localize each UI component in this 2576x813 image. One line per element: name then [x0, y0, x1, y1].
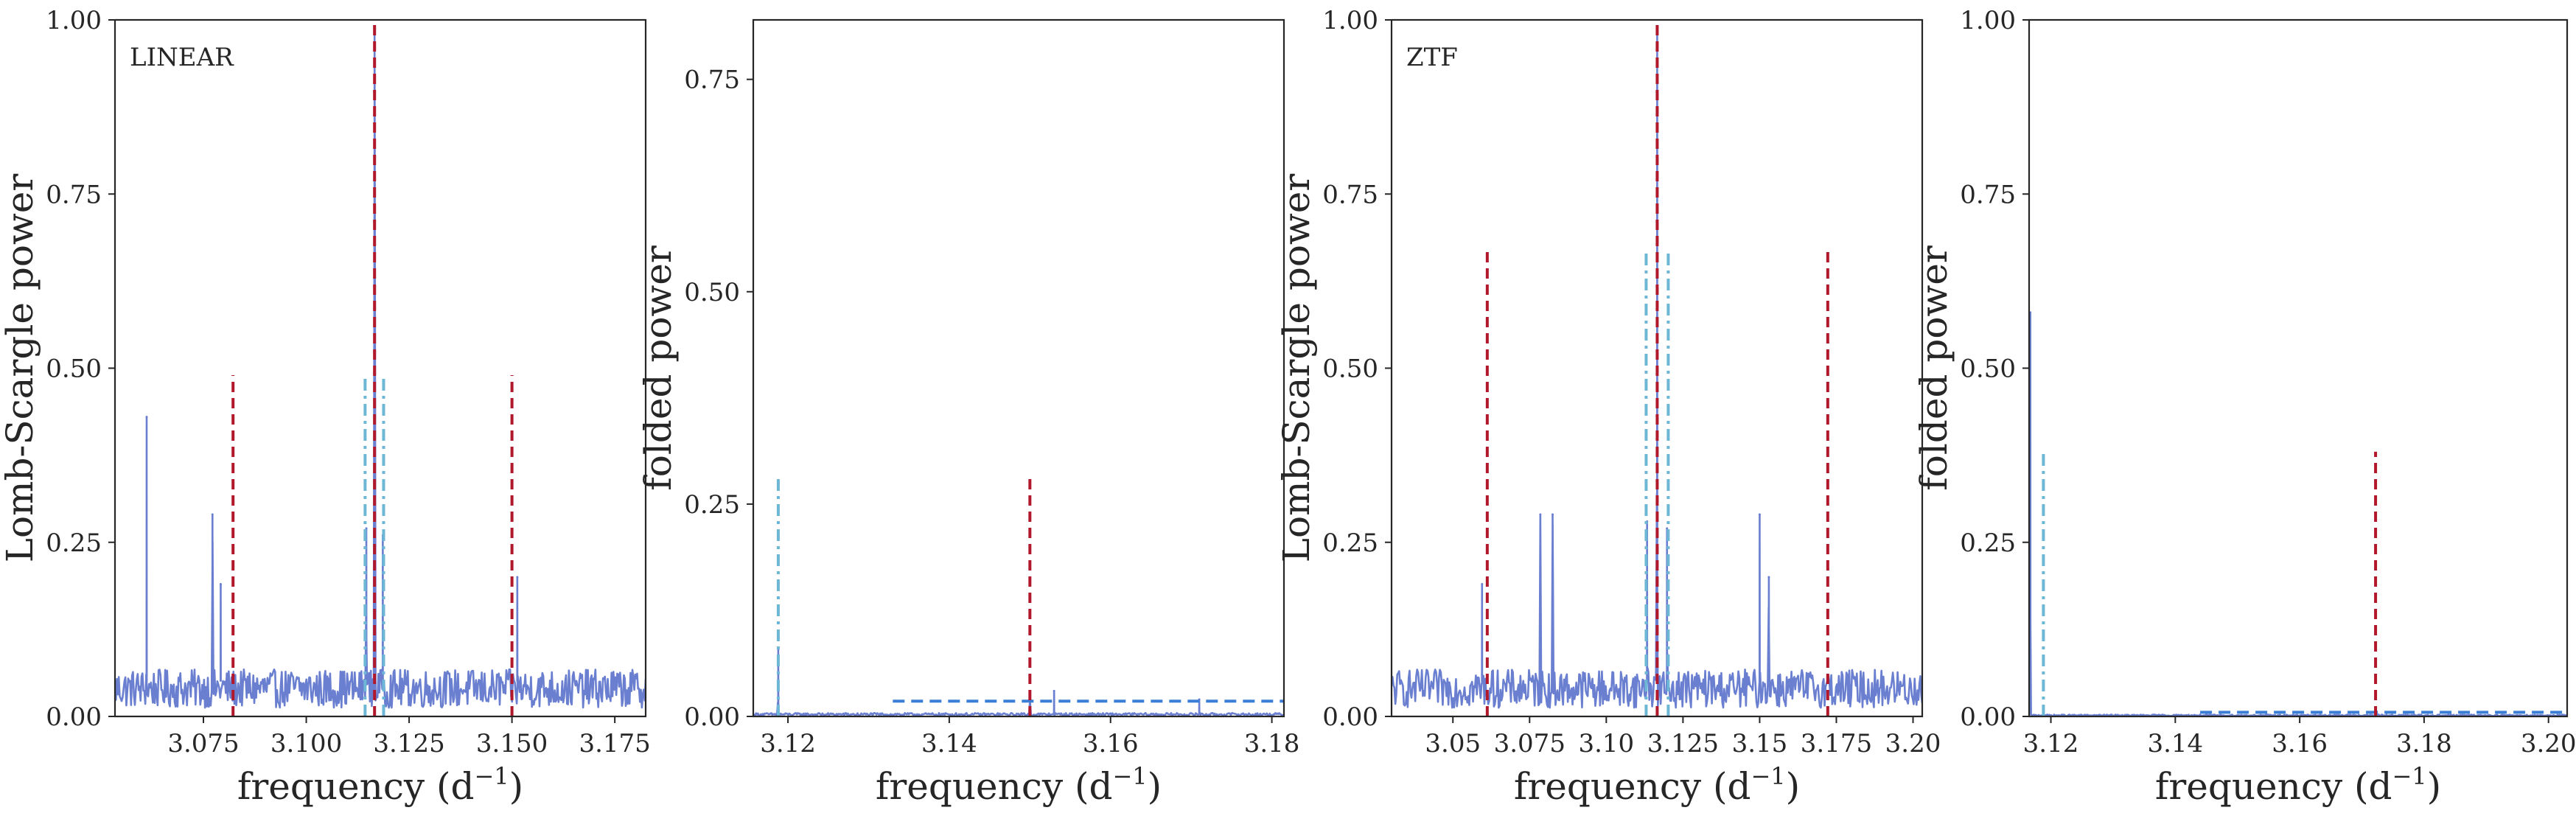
x-tick-label: 3.14 — [921, 729, 977, 758]
y-tick-label: 0.25 — [46, 528, 102, 558]
y-tick-label: 0.75 — [46, 180, 102, 209]
y-tick-label: 0.00 — [1960, 702, 2016, 732]
x-axis-label: frequency (d−1) — [1514, 762, 1800, 808]
x-tick-label: 3.125 — [373, 729, 444, 758]
x-tick-label: 3.100 — [270, 729, 342, 758]
axes-frame — [752, 18, 1285, 718]
plot-area — [2029, 311, 2567, 716]
y-tick-label: 0.75 — [684, 66, 740, 95]
y-tick-label: 0.25 — [1960, 528, 2016, 558]
peak-point-2 — [1539, 513, 1542, 516]
peak-point-7 — [1758, 513, 1761, 516]
plot-area — [115, 20, 646, 716]
y-tick-label: 0.50 — [1960, 355, 2016, 384]
peak-point-6 — [1666, 527, 1669, 530]
chart-panel-3: 3.05 3.075 3.10 3.125 3.15 3.175 3.20 0.00 0.25 0… — [1275, 6, 1941, 808]
x-tick-label: 3.18 — [1244, 729, 1300, 758]
y-tick-label: 0.00 — [1322, 702, 1378, 732]
peak-point-3 — [1551, 513, 1554, 516]
y-tick-label: 0.75 — [1322, 180, 1378, 209]
x-tick-label: 3.12 — [760, 729, 816, 758]
y-tick-label: 1.00 — [46, 6, 102, 35]
chart-panel-4: 3.12 3.14 3.16 3.18 3.20 0.00 0.25 0.50 0.75 1.00… — [1913, 6, 2576, 808]
peak-point-4 — [365, 527, 368, 530]
y-tick-label: 0.50 — [46, 355, 102, 384]
y-axis-label: folded power — [1913, 245, 1955, 491]
x-tick-label: 3.075 — [167, 729, 239, 758]
x-tick-label: 3.12 — [2023, 729, 2079, 758]
y-tick-label: 0.50 — [684, 278, 740, 307]
y-tick-label: 0.25 — [684, 490, 740, 520]
x-tick-label: 3.16 — [1083, 729, 1139, 758]
y-tick-label: 1.00 — [1960, 6, 2016, 35]
peak-point-7 — [516, 576, 519, 579]
peak-point-3 — [219, 582, 222, 585]
x-tick-label: 3.10 — [1578, 729, 1634, 758]
peak-point-1 — [145, 416, 148, 419]
y-tick-label: 1.00 — [1322, 6, 1378, 35]
x-tick-label: 3.125 — [1647, 729, 1719, 758]
power-spectrum-line — [115, 26, 646, 709]
peak-point-2 — [211, 513, 214, 516]
peak-point-1 — [1481, 582, 1484, 585]
axes-frame — [2028, 18, 2569, 718]
panel-label: LINEAR — [130, 43, 234, 72]
plot-area — [1392, 20, 1922, 716]
chart-panel-2: 3.12 3.14 3.16 3.18 0.00 0.25 0.50 0.75 frequenc… — [637, 18, 1300, 808]
x-axis-label: frequency (d−1) — [2155, 762, 2441, 808]
x-tick-label: 3.14 — [2147, 729, 2203, 758]
x-tick-label: 3.175 — [1801, 729, 1872, 758]
x-tick-label: 3.20 — [2521, 729, 2576, 758]
x-tick-label: 3.175 — [579, 729, 650, 758]
panel-label: ZTF — [1406, 43, 1458, 72]
x-tick-label: 3.05 — [1425, 729, 1481, 758]
y-axis-label: Lomb-Scargle power — [0, 174, 41, 563]
x-tick-label: 3.15 — [1732, 729, 1788, 758]
x-tick-label: 3.075 — [1494, 729, 1566, 758]
y-tick-label: 0.00 — [684, 702, 740, 732]
chart-panel-1: 3.075 3.100 3.125 3.150 3.175 0.00 0.25 0.50 0.7… — [0, 6, 651, 808]
y-tick-label: 0.50 — [1322, 355, 1378, 384]
x-axis-label: frequency (d−1) — [237, 762, 523, 808]
peak-point-8 — [1767, 576, 1770, 579]
y-tick-label: 0.75 — [1960, 180, 2016, 209]
y-axis-label: folded power — [637, 245, 680, 491]
power-spectrum-line — [753, 647, 1284, 716]
y-tick-label: 0.00 — [46, 702, 102, 732]
x-axis-label: frequency (d−1) — [876, 762, 1162, 808]
y-axis-label: Lomb-Scargle power — [1275, 174, 1318, 563]
axes-frame — [114, 18, 647, 718]
x-tick-label: 3.20 — [1885, 729, 1941, 758]
y-tick-label: 0.25 — [1322, 528, 1378, 558]
peak-point-3 — [1053, 689, 1055, 692]
power-spectrum-line — [2029, 311, 2567, 716]
plot-area — [753, 478, 1284, 716]
x-tick-label: 3.150 — [476, 729, 548, 758]
x-tick-label: 3.16 — [2272, 729, 2328, 758]
x-tick-label: 3.18 — [2396, 729, 2452, 758]
